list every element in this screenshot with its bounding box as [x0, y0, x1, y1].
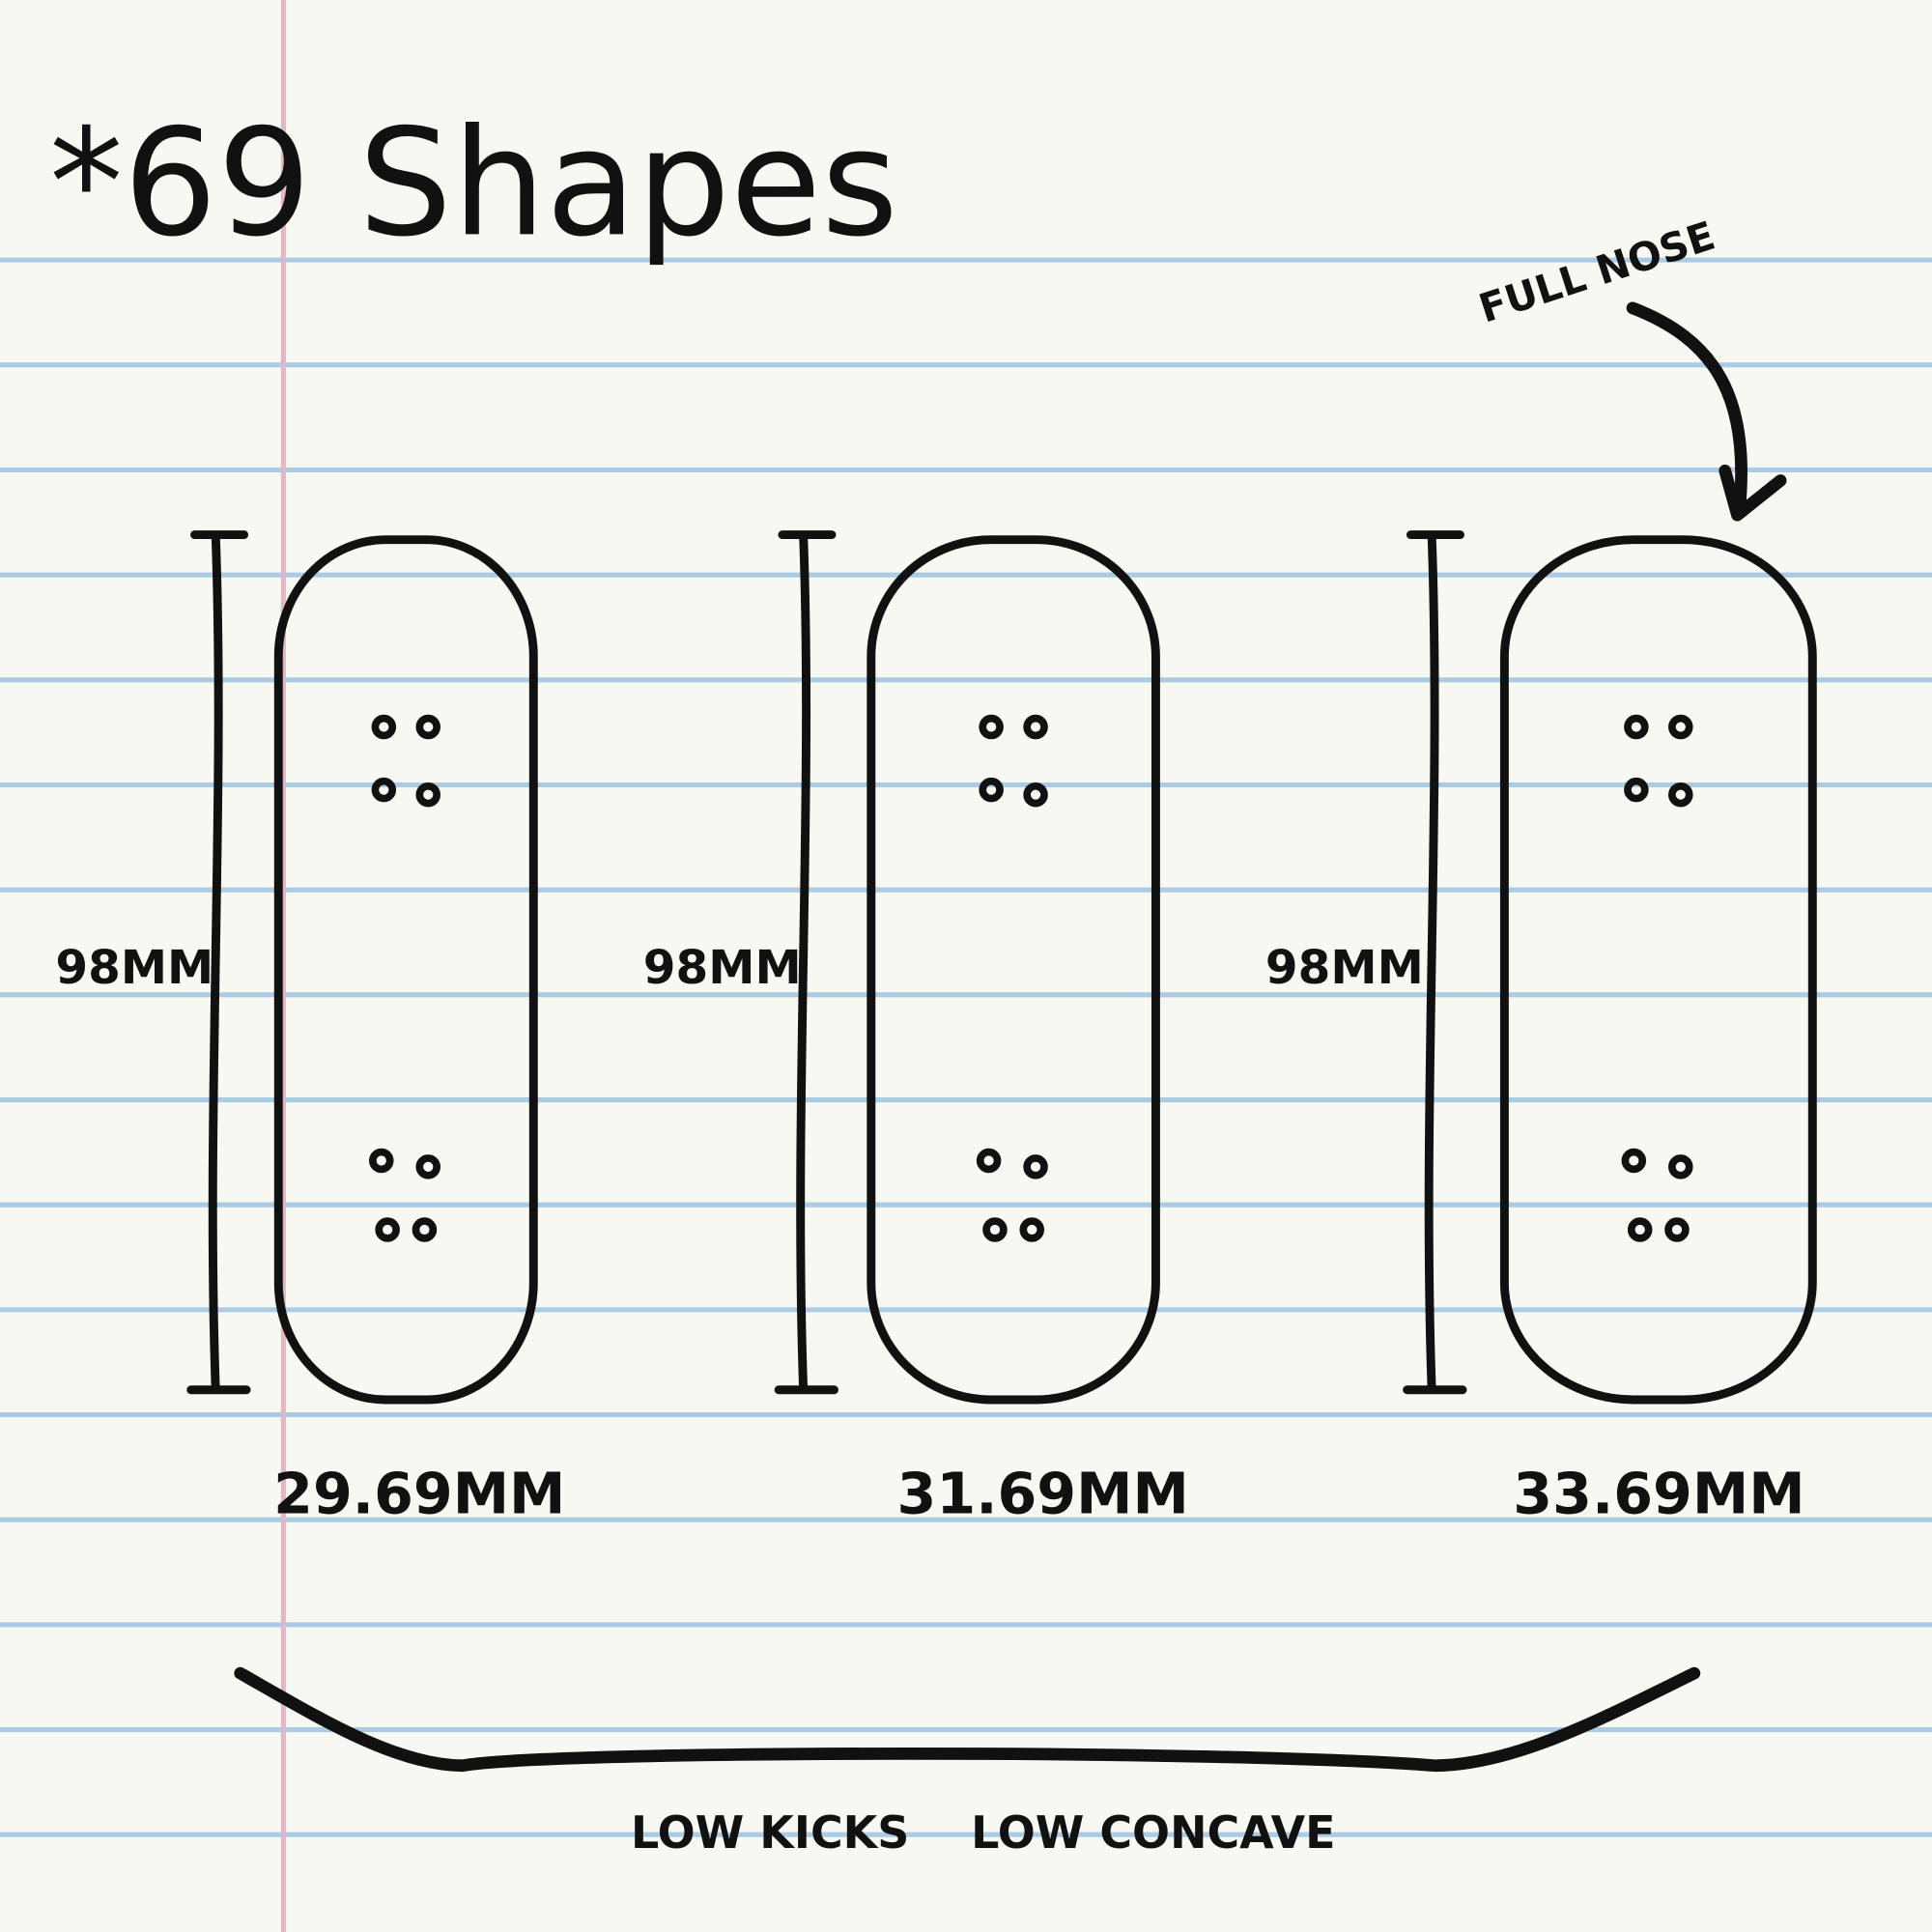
length-label: 98MM [643, 941, 802, 995]
deck-outline [273, 535, 538, 1405]
board-1: 98MM 29.69MM [55, 530, 565, 1526]
ruled-lines [0, 257, 1932, 1837]
truck-hole-icon [415, 781, 440, 808]
truck-hole-icon [976, 1148, 1002, 1174]
truck-hole-icon [1668, 1154, 1693, 1179]
length-dimension-bracket [774, 530, 838, 1395]
width-label: 31.69MM [897, 1461, 1189, 1526]
arrow-head-icon [1719, 464, 1787, 522]
truck-hole-icon [979, 777, 1004, 803]
truck-hole-icon [1621, 1148, 1647, 1174]
low-concave-label: LOW CONCAVE [971, 1806, 1335, 1859]
length-label: 98MM [55, 941, 213, 995]
width-label: 33.69MM [1513, 1461, 1804, 1526]
arrow-icon [1626, 301, 1747, 512]
length-label: 98MM [1265, 941, 1424, 995]
truck-hole-icon [1668, 781, 1693, 808]
truck-hole-icon [371, 777, 397, 803]
low-kicks-label: LOW KICKS [631, 1806, 909, 1859]
truck-hole-icon [979, 714, 1004, 740]
truck-hole-icon [1023, 1154, 1048, 1179]
truck-hole-icon [1624, 714, 1649, 740]
length-dimension-bracket [186, 530, 251, 1395]
truck-hole-icon [371, 714, 397, 740]
truck-hole-icon [1023, 781, 1048, 808]
truck-hole-icon [1023, 714, 1048, 740]
truck-hole-icon [982, 1217, 1008, 1242]
deck-outline [867, 535, 1160, 1405]
deck-outline [1499, 535, 1817, 1405]
truck-hole-icon [375, 1217, 400, 1242]
truck-hole-icon [415, 714, 440, 740]
truck-hole-icon [1664, 1217, 1690, 1242]
truck-hole-icon [412, 1217, 438, 1242]
truck-hole-icon [415, 1154, 440, 1179]
board-2: 98MM 31.69MM [643, 530, 1189, 1526]
board-3: 98MM 33.69MM [1265, 530, 1817, 1526]
length-dimension-bracket [1403, 530, 1467, 1395]
truck-hole-icon [1627, 1217, 1653, 1242]
truck-hole-icon [369, 1148, 394, 1174]
page-title: *69 Shapes [49, 98, 898, 270]
concave-profile-curve [234, 1666, 1701, 1773]
width-label: 29.69MM [273, 1461, 565, 1526]
truck-hole-icon [1624, 777, 1649, 803]
full-nose-label: FULL NOSE [1473, 213, 1720, 332]
truck-hole-icon [1019, 1217, 1044, 1242]
truck-hole-icon [1668, 714, 1693, 740]
